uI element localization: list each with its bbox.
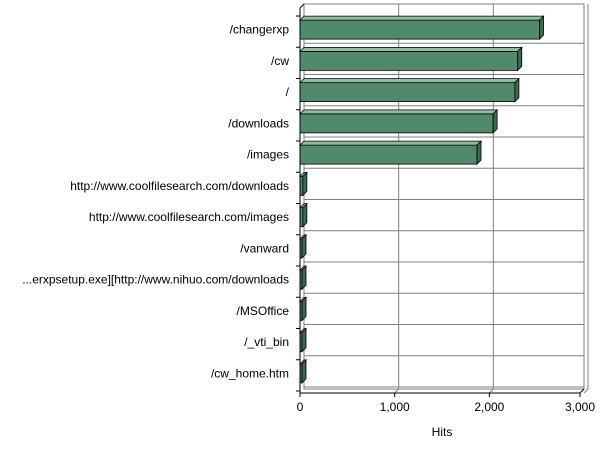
y-axis-depth <box>299 3 305 9</box>
bar-11 <box>299 358 307 384</box>
bar-front <box>299 144 478 165</box>
bar-side <box>492 108 498 134</box>
x-tick-labels: 0 1,000 2,000 3,000 <box>297 400 596 414</box>
grid-lines <box>303 3 589 394</box>
bar-top <box>299 140 482 146</box>
category-label: /cw <box>271 54 289 68</box>
category-label: /_vti_bin <box>244 335 289 349</box>
x-tick-label: 0 <box>297 400 304 414</box>
gridline-floor <box>583 388 589 394</box>
category-labels: /changerxp/cw / /downloads/images http://ww… <box>22 23 289 381</box>
category-label: /vanward <box>240 241 289 255</box>
category-label: http://www.coolfilesearch.com/downloads <box>70 179 289 193</box>
bar-3 <box>299 108 499 134</box>
bar-0 <box>299 15 545 41</box>
bar-top <box>299 46 523 52</box>
bar-1 <box>299 46 523 72</box>
gridline-floor <box>394 388 400 394</box>
bar-top <box>299 78 520 84</box>
bar-5 <box>299 171 308 197</box>
plot-area-border <box>303 3 585 390</box>
bar-side <box>301 358 307 384</box>
category-label: /MSOffice <box>237 304 290 318</box>
bar-side <box>476 140 482 166</box>
bar-side <box>301 296 307 322</box>
category-label: /images <box>247 148 289 162</box>
bar-6 <box>299 202 308 228</box>
bar-9 <box>299 296 307 322</box>
bar-front <box>299 50 519 71</box>
x-tick-label: 3,000 <box>565 400 595 414</box>
bar-front <box>299 113 494 134</box>
bar-side <box>539 15 544 41</box>
bar-side <box>301 327 307 353</box>
bar-side <box>301 233 307 259</box>
x-tick-label: 2,000 <box>474 400 504 414</box>
bar-front <box>299 82 516 103</box>
x-tick-label: 1,000 <box>380 400 410 414</box>
bar-side <box>302 202 308 228</box>
category-label: / <box>286 85 290 99</box>
bar-7 <box>299 233 307 259</box>
bar-8 <box>299 265 307 291</box>
bar-side <box>514 77 520 103</box>
category-label: /downloads <box>228 116 289 130</box>
category-label: ...erxpsetup.exe][http://www.nihuo.com/d… <box>22 273 289 287</box>
bar-10 <box>299 327 307 353</box>
gridline-floor <box>488 388 494 394</box>
bar-top <box>299 109 499 115</box>
bar-2 <box>299 77 520 103</box>
bar-4 <box>299 140 482 166</box>
bar-side <box>517 46 523 72</box>
bar-top <box>299 15 545 21</box>
category-label: http://www.coolfilesearch.com/images <box>89 210 289 224</box>
category-label: /cw_home.htm <box>211 366 289 380</box>
axes <box>296 3 585 397</box>
category-label: /changerxp <box>230 23 290 37</box>
bar-side <box>301 265 307 291</box>
x-axis-title: Hits <box>432 425 453 439</box>
bar-front <box>299 19 540 40</box>
x-axis-depth <box>579 388 585 394</box>
bar-side <box>302 171 308 197</box>
